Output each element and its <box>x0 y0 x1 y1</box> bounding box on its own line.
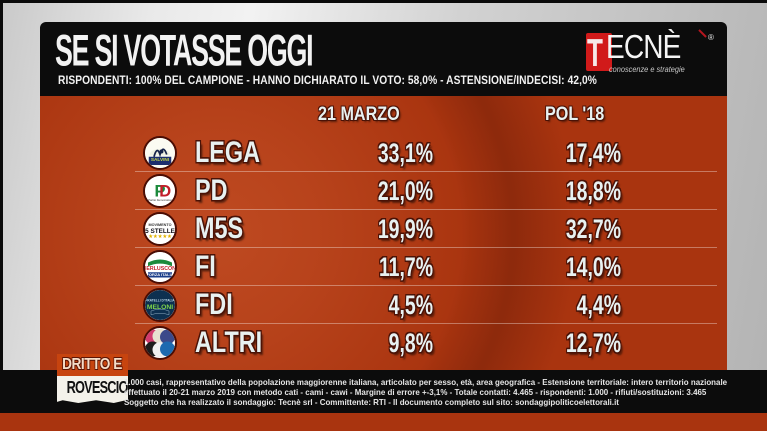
svg-text:BERLUSCONI: BERLUSCONI <box>145 266 175 272</box>
svg-text:SALVINI: SALVINI <box>151 157 169 163</box>
svg-text:Partito Democratico: Partito Democratico <box>148 198 172 202</box>
svg-text:D: D <box>159 182 171 200</box>
svg-text:MOVIMENTO: MOVIMENTO <box>148 223 171 227</box>
svg-text:★★★★★: ★★★★★ <box>148 234 172 240</box>
svg-text:FRATELLI D'ITALIA: FRATELLI D'ITALIA <box>145 298 175 302</box>
svg-text:FORZA ITALIA: FORZA ITALIA <box>146 272 173 277</box>
